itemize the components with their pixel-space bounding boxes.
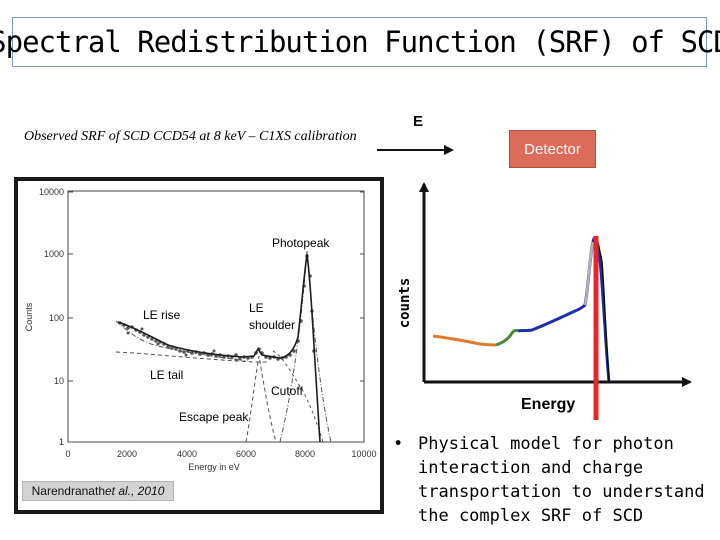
x-tick-label: 0 — [65, 449, 70, 459]
photopeak-segment — [517, 236, 611, 383]
energy-axis-label: Energy — [521, 396, 576, 413]
title-banner: Spectral Redistribution Function (SRF) o… — [0, 17, 720, 67]
le-tail-segment — [432, 334, 497, 347]
y-tick-label: 1 — [59, 437, 64, 447]
figure-caption: Observed SRF of SCD CCD54 at 8 keV – C1X… — [24, 129, 357, 144]
photopeak-annotation: Photopeak — [272, 236, 330, 250]
y-tick-label: 10 — [54, 376, 64, 386]
le-rise-segment — [495, 328, 519, 347]
page-title: Spectral Redistribution Function (SRF) o… — [0, 25, 720, 59]
x-tick-label: 8000 — [295, 449, 315, 459]
x-tick-label: 4000 — [177, 449, 197, 459]
spectrum-curves — [115, 250, 332, 442]
le-shoulder-annotation: LE — [249, 301, 264, 315]
le-rise-component — [115, 320, 249, 362]
x-tick-label: 10000 — [351, 449, 376, 459]
citation-credit: Narendranath et al., 2010 — [22, 481, 174, 501]
credit-author: Narendranath — [31, 484, 105, 498]
bullet-glyph: • — [393, 434, 404, 454]
cutoff-annotation: Cutoff — [271, 384, 303, 398]
e-arrow-label: E — [413, 113, 424, 130]
photopeak-edge — [592, 239, 610, 383]
le-rise-annotation: LE rise — [143, 308, 181, 322]
credit-suffix: et al., 2010 — [105, 484, 165, 498]
x-tick-label: 2000 — [117, 449, 137, 459]
y-tick-label: 10000 — [39, 187, 64, 197]
spectrum-plot: 10000 1000 100 10 1 0 2000 4000 6000 800… — [24, 187, 377, 472]
plot-frame — [67, 190, 365, 443]
spectrum-figure: 10000 1000 100 10 1 0 2000 4000 6000 800… — [14, 177, 384, 514]
bullet-text: Physical model for photon interaction an… — [418, 434, 705, 526]
y-ticks — [68, 191, 364, 443]
counts-axis-label: counts — [397, 277, 413, 329]
y-tick-label: 100 — [49, 313, 64, 323]
x-axis-label: Energy in eV — [188, 462, 240, 472]
escape-peak-component — [245, 355, 277, 442]
bullet-point: • Physical model for photon interaction … — [393, 432, 713, 528]
escape-peak-annotation: Escape peak — [179, 410, 249, 424]
x-tick-label: 6000 — [236, 449, 256, 459]
detector-box: Detector — [509, 130, 596, 168]
total-fit-curve — [117, 253, 321, 442]
y-axis-label: Counts — [24, 302, 34, 331]
y-tick-label: 1000 — [44, 249, 64, 259]
le-shoulder-annotation: shoulder — [249, 318, 295, 332]
photopeak-highlight — [583, 241, 595, 306]
le-tail-annotation: LE tail — [150, 368, 183, 382]
photopeak-component — [279, 250, 332, 442]
